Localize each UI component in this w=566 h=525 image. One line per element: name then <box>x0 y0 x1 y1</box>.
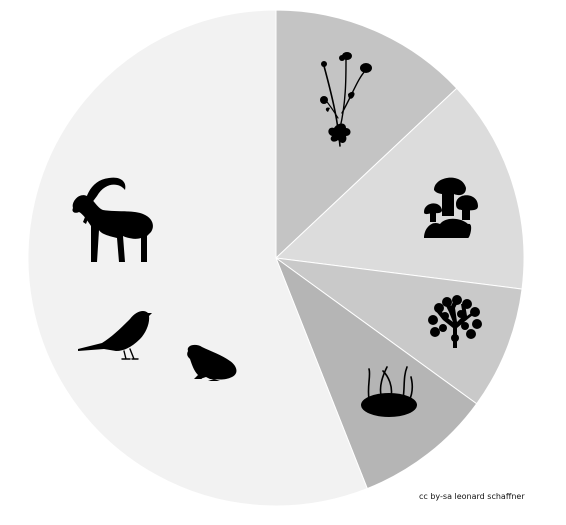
credit-text: cc by-sa leonard schaffner <box>419 492 525 501</box>
bird-icon <box>78 311 152 360</box>
pie-slice-animals <box>27 9 368 507</box>
pie-slice-flower <box>275 9 458 260</box>
pie-slice-moss <box>274 256 478 490</box>
lichen-icon <box>428 295 482 348</box>
pie-slice-lichen <box>275 257 523 405</box>
pie-slice-mushroom <box>274 87 525 290</box>
flower-icon <box>320 52 372 147</box>
frog-icon <box>187 344 237 381</box>
mushroom-icon <box>424 177 478 238</box>
ibex-icon <box>72 177 153 262</box>
pie-slices <box>27 9 525 507</box>
moss-icon <box>361 366 417 417</box>
